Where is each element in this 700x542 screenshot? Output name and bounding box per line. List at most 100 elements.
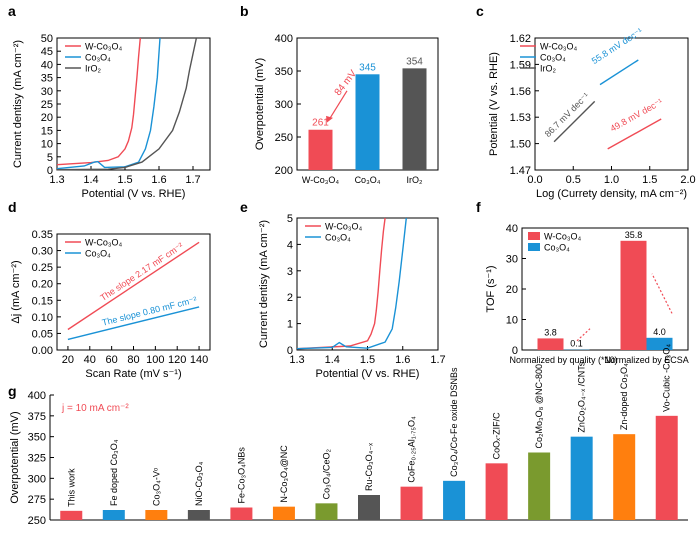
- y-tick-label-c: 1.50: [510, 139, 531, 151]
- x-tick-label-e: 1.4: [325, 354, 340, 366]
- x-tick-label-a: 1.4: [83, 174, 98, 186]
- y-tick-label-a: 50: [41, 33, 53, 45]
- y-tick-label-e: 4: [287, 239, 293, 251]
- x-category-label-b: W-Co₃O₄: [302, 175, 339, 185]
- bar-value-label-f: 35.8: [625, 230, 643, 240]
- x-category-label-g: CoOₓ-ZIF/C: [492, 412, 502, 459]
- slope-label-c: 86.7 mV dec⁻¹: [543, 91, 591, 139]
- y-tick-label-f: 10: [506, 315, 518, 327]
- bar-g: [315, 503, 338, 520]
- panel-label-e: e: [240, 199, 248, 215]
- x-category-label-g: Co₃O₄/Co-Fe oxide DSNBs: [449, 367, 459, 477]
- y-tick-label-c: 1.62: [510, 33, 531, 45]
- x-tick-label-d: 20: [62, 354, 74, 366]
- panel-label-f: f: [476, 199, 481, 215]
- bar-g: [485, 463, 508, 520]
- y-tick-label-c: 1.53: [510, 112, 531, 124]
- x-tick-label-d: 140: [190, 354, 208, 366]
- x-category-label-g: Co₂Mo₃O₈ @NC-800: [534, 364, 544, 449]
- series-line-d: [67, 306, 200, 341]
- y-tick-label-b: 350: [275, 66, 293, 78]
- bar-value-label-b: 261: [312, 118, 329, 129]
- y-tick-label-a: 0: [47, 165, 53, 177]
- legend-swatch-f: [528, 232, 540, 240]
- y-tick-label-b: 250: [275, 132, 293, 144]
- legend-label-c: Co₃O₄: [540, 53, 566, 63]
- y-tick-label-d: 0.25: [32, 262, 53, 274]
- y-tick-label-d: 0.00: [32, 345, 53, 357]
- bar-g: [570, 436, 593, 520]
- legend-label-e: W-Co₃O₄: [325, 222, 362, 232]
- bar-value-label-b: 345: [359, 62, 376, 73]
- series-line-a: [56, 37, 161, 170]
- y-tick-label-e: 3: [287, 266, 293, 278]
- y-tick-label-g: 400: [28, 390, 46, 402]
- slope-label-c: 49.8 mV dec⁻¹: [609, 97, 665, 134]
- y-tick-label-a: 40: [41, 59, 53, 71]
- bar-g: [655, 415, 678, 520]
- y-tick-label-a: 30: [41, 86, 53, 98]
- legend-label-d: W-Co₃O₄: [85, 238, 122, 248]
- panel-label-a: a: [8, 3, 16, 19]
- y-tick-label-d: 0.35: [32, 229, 53, 241]
- bar-f: [537, 338, 564, 350]
- x-tick-label-a: 1.7: [185, 174, 200, 186]
- bar-g: [613, 434, 636, 520]
- x-tick-label-d: 120: [168, 354, 186, 366]
- arrow-line-f2: [651, 273, 673, 314]
- y-tick-label-e: 2: [287, 292, 293, 304]
- x-category-label-g: N-Co₃O₄@NC: [279, 445, 289, 503]
- y-tick-label-e: 0: [287, 345, 293, 357]
- y-axis-title-b: Overpotential (mV): [254, 58, 266, 150]
- x-tick-label-c: 1.0: [604, 174, 619, 186]
- legend-label-a: IrO₂: [85, 64, 101, 74]
- x-tick-label-e: 1.3: [289, 354, 304, 366]
- x-tick-label-e: 1.5: [360, 354, 375, 366]
- bar-b: [355, 74, 380, 170]
- y-axis-title-d: Δj (mA cm⁻²): [10, 260, 22, 323]
- bar-f: [620, 240, 647, 350]
- y-tick-label-a: 45: [41, 46, 53, 58]
- plot-frame-e: [296, 217, 439, 351]
- x-axis-title-e: Potential (V vs. RHE): [316, 368, 420, 380]
- y-axis-title-g: Overpotential (mV): [9, 411, 21, 503]
- y-axis-title-f: TOF (s⁻¹): [485, 265, 497, 312]
- bar-value-label-b: 354: [406, 56, 423, 67]
- panel-label-d: d: [8, 199, 17, 215]
- y-tick-label-d: 0.30: [32, 246, 53, 258]
- panel-label-g: g: [8, 383, 17, 399]
- x-category-label-g: CoFe₀.₂₅Al₁.₇₅O₄: [407, 416, 417, 483]
- y-tick-label-c: 1.59: [510, 59, 531, 71]
- x-category-label-g: Ru-Co₃O₄₋ₓ: [364, 443, 374, 491]
- x-category-label-g: Co₃O₄-Vᵒ: [151, 467, 161, 506]
- arrow-line-b: [328, 90, 348, 121]
- x-axis-title-a: Potential (V vs. RHE): [82, 188, 186, 200]
- x-tick-label-d: 80: [127, 354, 139, 366]
- legend-label-a: Co₃O₄: [85, 53, 111, 63]
- series-line-a: [56, 37, 198, 171]
- y-tick-label-a: 10: [41, 139, 53, 151]
- bar-value-label-f: 0.1: [570, 339, 583, 349]
- y-tick-label-a: 15: [41, 125, 53, 137]
- y-tick-label-d: 0.10: [32, 312, 53, 324]
- x-category-label-g: Zn-doped Co₃O₄: [619, 363, 629, 430]
- x-tick-label-c: 0.0: [527, 174, 542, 186]
- legend-label-f: Co₃O₄: [544, 243, 570, 253]
- y-tick-label-b: 300: [275, 99, 293, 111]
- slope-label-c: 55.8 mV dec⁻¹: [590, 26, 644, 66]
- y-tick-label-f: 0: [512, 345, 518, 357]
- x-category-label-g: This work: [66, 468, 76, 507]
- y-tick-label-e: 1: [287, 319, 293, 331]
- x-category-label-g: Fe-Co₃O₄NBs: [236, 447, 246, 504]
- y-tick-label-g: 350: [28, 432, 46, 444]
- bar-g: [443, 480, 466, 520]
- x-tick-label-c: 1.5: [642, 174, 657, 186]
- y-tick-label-c: 1.47: [510, 165, 531, 177]
- y-tick-label-g: 250: [28, 515, 46, 527]
- bar-g: [358, 495, 380, 520]
- x-category-label-b: IrO₂: [407, 175, 423, 185]
- series-line-c: [607, 118, 662, 150]
- y-tick-label-a: 25: [41, 99, 53, 111]
- x-category-label-g: NiO-Co₃O₄: [194, 461, 204, 506]
